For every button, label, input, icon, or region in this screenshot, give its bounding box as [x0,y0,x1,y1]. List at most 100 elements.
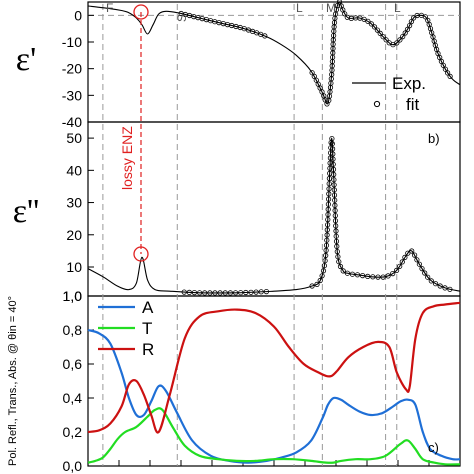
fit-point-1-43 [253,289,259,295]
fit-point-1-96 [332,197,338,203]
enz-circle-b [133,246,149,262]
fit-point-1-39 [233,290,239,296]
ytick-label-2-2: 0,4 [63,390,83,406]
fit-point-1-84 [329,136,335,142]
fit-point-1-120 [390,270,396,277]
fit-point-1-37 [222,290,228,296]
enz-label: lossy ENZ [119,126,135,190]
fit-point-1-68 [325,217,331,223]
fit-point-0-108 [383,37,389,43]
fit-point-0-114 [402,30,408,36]
ytick-label-0-0: 0 [74,7,82,23]
fit-point-1-87 [330,151,336,157]
fit-point-1-118 [380,274,386,280]
ytick-label-2-3: 0,6 [63,356,83,372]
fit-point-0-118 [410,15,417,21]
fit-point-1-111 [344,270,350,276]
fit-point-0-107 [380,34,386,40]
ytick-label-0-4: -40 [62,114,82,130]
fit-point-1-70 [325,206,331,212]
panel-c-label: c) [428,440,439,455]
fit-point-1-75 [326,181,332,187]
ytick-label-2-4: 0,8 [63,322,83,338]
fit-point-1-109 [337,263,344,270]
fit-point-1-93 [331,182,337,188]
ytick-label-0-2: -20 [62,61,82,77]
ytick-label-2-5: 1,0 [63,288,83,304]
marker-l1: L [296,1,303,15]
fit-point-1-134 [432,281,439,287]
legend-fit-label: fit [406,95,420,114]
fit-point-1-42 [248,289,254,295]
fit-point-1-31 [191,289,197,296]
legend-t-label: T [142,319,152,338]
fit-point-1-57 [319,273,325,279]
panel-c-ylabel: Pol. Refl., Trans., Abs. @ θin = 40° [7,296,19,466]
fit-point-1-33 [202,290,208,296]
fit-point-1-97 [332,202,338,208]
fit-point-1-100 [332,218,339,224]
curve-2-2 [87,301,461,434]
fit-point-1-108 [336,259,342,265]
fit-point-1-79 [327,160,333,166]
fit-point-1-73 [326,191,332,197]
fit-point-1-104 [333,238,340,244]
fit-point-1-116 [370,274,376,280]
legend-a-label: A [142,298,154,317]
legend-r-label: R [142,340,154,359]
fit-point-1-88 [330,156,336,162]
curve-2-0 [87,328,461,464]
panel-b-label: b) [428,131,440,146]
fit-point-1-34 [207,290,213,296]
fit-point-1-45 [263,288,269,295]
fit-point-0-121 [422,14,428,20]
fit-point-1-86 [329,146,336,152]
fit-point-1-129 [416,261,422,267]
fit-point-0-102 [365,18,371,24]
fit-point-1-85 [329,141,335,147]
fit-point-1-56 [317,277,323,284]
fit-point-1-90 [330,166,337,172]
legend-exp-label: Exp. [392,74,426,93]
ytick-label-1-4: 40 [66,162,82,178]
fit-point-1-103 [333,233,339,239]
fit-point-1-136 [442,285,448,291]
fit-point-0-133 [440,62,446,68]
fit-point-1-121 [393,267,400,273]
fit-point-0-136 [447,73,453,80]
fit-point-1-80 [327,155,333,161]
fit-point-1-69 [325,211,331,218]
fit-point-1-131 [422,270,428,276]
fit-point-0-96 [342,11,348,17]
fit-point-1-113 [354,272,361,278]
fit-point-1-126 [409,248,415,254]
fit-point-1-107 [335,254,341,260]
fit-point-1-30 [186,289,192,295]
fit-point-1-58 [320,268,327,274]
fit-point-0-117 [408,18,414,25]
fit-point-1-41 [243,289,249,296]
fit-point-1-94 [331,187,337,193]
ytick-label-1-2: 20 [66,227,82,243]
fit-point-1-119 [385,273,391,279]
fit-point-1-135 [437,283,443,289]
fit-point-1-63 [323,242,330,248]
panel-b-frame [87,121,461,297]
fit-point-1-72 [325,196,332,202]
fit-point-0-111 [394,40,400,46]
fit-point-1-122 [397,263,403,269]
fit-point-0-113 [400,33,406,40]
fit-point-1-29 [181,289,187,295]
fit-point-1-133 [428,278,434,284]
fit-point-1-125 [405,250,411,256]
fit-point-1-60 [322,258,328,264]
fit-point-1-105 [334,243,340,249]
ytick-label-0-1: -10 [62,34,82,50]
ytick-label-1-0: 1,0 [63,288,83,304]
fit-point-0-112 [397,37,403,43]
fit-point-1-74 [326,186,332,192]
fit-point-1-32 [197,290,203,296]
fit-point-0-104 [371,24,378,30]
fit-point-1-127 [411,252,418,258]
